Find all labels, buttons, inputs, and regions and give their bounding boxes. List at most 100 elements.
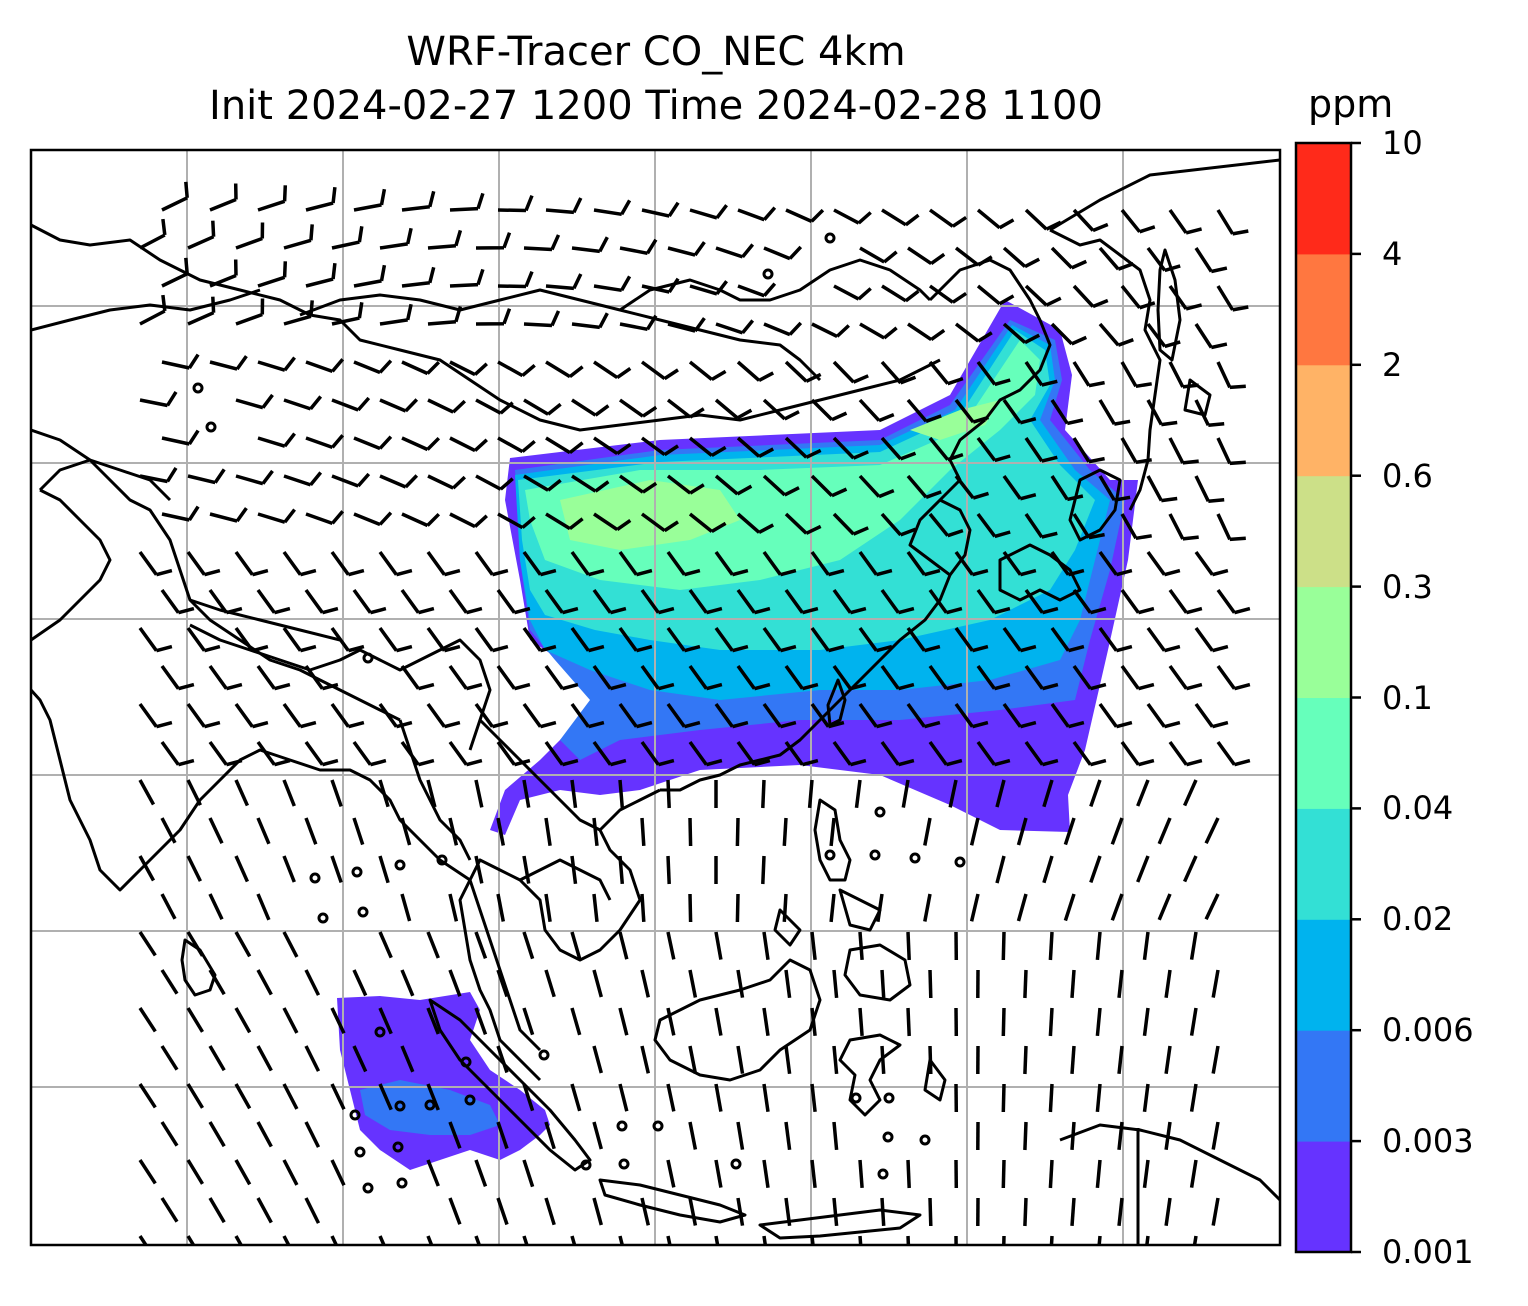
wind-barb bbox=[618, 1007, 629, 1036]
wind-barb bbox=[995, 855, 1006, 884]
wind-barb bbox=[448, 1197, 462, 1225]
wind-barb bbox=[1110, 817, 1124, 845]
wind-barb bbox=[618, 1235, 625, 1245]
wind-barb bbox=[618, 931, 629, 960]
wind-barb bbox=[522, 626, 557, 653]
wind-barb bbox=[426, 779, 437, 808]
wind-barb bbox=[928, 360, 964, 386]
wind-barb bbox=[496, 817, 506, 846]
wind-barb bbox=[592, 588, 627, 615]
wind-barb bbox=[330, 1159, 346, 1187]
wind-barb bbox=[497, 512, 536, 530]
wind-barb bbox=[496, 1197, 509, 1226]
calm-wind-circle bbox=[394, 859, 406, 871]
wind-barb bbox=[832, 360, 869, 384]
wind-barb bbox=[496, 588, 531, 615]
calm-wind-circle bbox=[538, 1049, 550, 1061]
wind-barb bbox=[667, 241, 706, 257]
wind-barb bbox=[810, 398, 848, 422]
wind-barb bbox=[475, 232, 512, 250]
wind-barb bbox=[688, 1197, 698, 1226]
wind-barb bbox=[666, 550, 701, 577]
colorbar-swatch bbox=[1296, 808, 1351, 920]
wind-barb bbox=[448, 969, 462, 997]
wind-barb bbox=[1146, 399, 1178, 427]
wind-barb bbox=[186, 1083, 204, 1109]
wind-barb bbox=[304, 1045, 321, 1072]
wind-barb bbox=[1050, 550, 1085, 577]
wind-barb bbox=[640, 1197, 651, 1226]
wind-barb bbox=[688, 436, 727, 458]
wind-barb bbox=[283, 224, 314, 250]
wind-barb bbox=[784, 588, 819, 615]
wind-barb bbox=[907, 246, 946, 266]
wind-barb bbox=[976, 436, 1011, 463]
calm-wind-circle bbox=[357, 906, 369, 918]
wind-barb bbox=[378, 702, 413, 729]
wind-barb bbox=[544, 1197, 556, 1226]
wind-barb bbox=[234, 779, 249, 807]
wind-barb bbox=[448, 1121, 462, 1149]
wind-barb bbox=[859, 322, 898, 340]
wind-barb bbox=[736, 664, 771, 691]
wind-barb bbox=[400, 969, 415, 997]
wind-barb bbox=[1168, 740, 1203, 767]
wind-barb bbox=[618, 398, 658, 418]
wind-barb bbox=[714, 474, 753, 496]
wind-barb bbox=[618, 550, 653, 577]
wind-barb bbox=[906, 550, 941, 577]
calm-wind-circle bbox=[317, 912, 329, 924]
coast-sakhalin bbox=[1156, 248, 1182, 362]
wind-barb bbox=[282, 1007, 299, 1034]
wind-barb bbox=[1168, 284, 1203, 311]
wind-barb bbox=[666, 702, 701, 729]
wind-barb bbox=[1168, 208, 1203, 235]
wind-barb bbox=[474, 626, 509, 653]
wind-barb bbox=[352, 817, 365, 846]
wind-barb bbox=[832, 1045, 839, 1075]
wind-barb bbox=[208, 969, 226, 996]
wind-barb bbox=[715, 319, 755, 335]
wind-barb bbox=[1050, 322, 1088, 346]
wind-barb bbox=[234, 550, 269, 577]
wind-barb bbox=[858, 1235, 863, 1245]
wind-barb bbox=[570, 1235, 577, 1245]
wind-barb bbox=[497, 270, 534, 289]
wind-barb bbox=[593, 436, 632, 456]
wind-barb bbox=[1089, 855, 1102, 883]
wind-barb bbox=[379, 227, 413, 250]
wind-barb bbox=[235, 298, 265, 326]
wind-barb bbox=[187, 468, 226, 485]
wind-barb bbox=[1194, 702, 1229, 729]
wind-barb bbox=[426, 931, 440, 959]
wind-barb bbox=[138, 931, 157, 957]
wind-barb bbox=[1098, 475, 1131, 502]
wind-barb bbox=[256, 1197, 273, 1224]
calm-wind-circle bbox=[882, 1131, 894, 1143]
wind-barb bbox=[810, 702, 845, 729]
wind-barb bbox=[1120, 284, 1156, 310]
wind-barb bbox=[762, 1007, 770, 1036]
wind-barb bbox=[592, 817, 599, 846]
wind-barb bbox=[1024, 361, 1058, 387]
calm-wind-circle bbox=[436, 854, 448, 866]
wind-barb bbox=[1204, 893, 1220, 921]
map-frame bbox=[29, 148, 1282, 1247]
wind-barb bbox=[1016, 893, 1028, 922]
wind-barb bbox=[1002, 474, 1037, 501]
wind-barb bbox=[1024, 513, 1058, 539]
colorbar-tick-label: 0.001 bbox=[1382, 1233, 1474, 1271]
wind-barb bbox=[160, 664, 195, 691]
wind-barb bbox=[880, 512, 917, 537]
wind-barb bbox=[256, 588, 291, 615]
wind-barb bbox=[928, 436, 964, 462]
wind-barb bbox=[160, 1197, 179, 1223]
calm-wind-circle bbox=[883, 1092, 895, 1104]
wind-barb bbox=[736, 1045, 745, 1074]
wind-barb bbox=[304, 969, 321, 996]
calm-wind-circle bbox=[850, 1092, 862, 1104]
wind-barb bbox=[331, 302, 364, 326]
wind-barb bbox=[1183, 779, 1198, 807]
coast-lesser-sunda bbox=[758, 1208, 922, 1240]
coast-japan-north bbox=[1068, 468, 1122, 542]
